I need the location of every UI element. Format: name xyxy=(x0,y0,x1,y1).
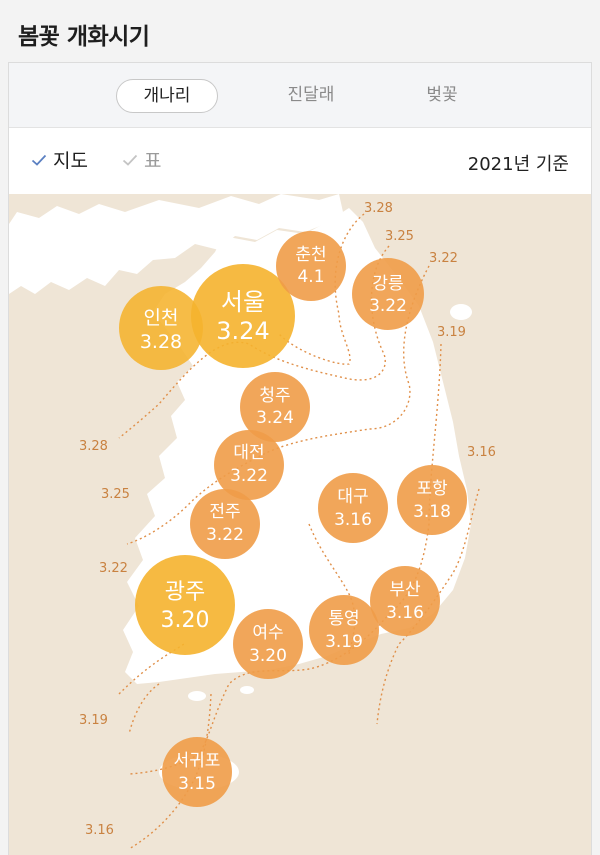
city-gangneung[interactable]: 강릉 3.22 xyxy=(352,258,424,330)
city-name: 대전 xyxy=(233,443,264,463)
island-dokdo-area xyxy=(450,304,472,320)
city-name: 강릉 xyxy=(372,274,403,294)
view-table-option[interactable]: 표 xyxy=(122,148,161,174)
city-seogwipo[interactable]: 서귀포 3.15 xyxy=(162,737,232,807)
city-date: 3.24 xyxy=(216,317,269,345)
city-cheongju[interactable]: 청주 3.24 xyxy=(240,372,310,442)
city-name: 춘천 xyxy=(295,245,326,265)
isoline-label: 3.19 xyxy=(437,325,466,340)
page-title: 봄꽃 개화시기 xyxy=(18,24,150,50)
city-date: 3.24 xyxy=(256,408,294,428)
north-landmass xyxy=(9,194,343,294)
city-date: 3.22 xyxy=(230,466,268,486)
map-svg: 3.28 3.25 3.22 3.19 3.16 3.28 3.25 3.22 … xyxy=(9,194,496,850)
island-south-2 xyxy=(240,686,254,694)
flower-tabs: 개나리 진달래 벚꽃 xyxy=(9,63,591,128)
view-table-label: 표 xyxy=(144,150,162,172)
island-south-1 xyxy=(188,691,206,701)
isoline-labels: 3.28 3.25 3.22 3.19 3.16 3.28 3.25 3.22 … xyxy=(79,201,496,838)
city-name: 서울 xyxy=(221,288,265,316)
city-yeosu[interactable]: 여수 3.20 xyxy=(233,609,303,679)
isoline-label: 3.19 xyxy=(79,713,108,728)
city-chuncheon[interactable]: 춘천 4.1 xyxy=(276,231,346,301)
city-name: 대구 xyxy=(337,487,368,507)
tab-forsythia[interactable]: 개나리 xyxy=(116,79,218,113)
city-date: 3.16 xyxy=(386,603,424,623)
city-jeonju[interactable]: 전주 3.22 xyxy=(190,489,260,559)
city-name: 여수 xyxy=(252,623,283,643)
city-name: 청주 xyxy=(259,386,290,406)
isoline-label: 3.22 xyxy=(429,251,458,266)
check-icon xyxy=(122,154,138,166)
city-daejeon[interactable]: 대전 3.22 xyxy=(214,430,284,500)
city-bubbles: 인천 3.28 서울 3.24 춘천 4.1 강릉 3.22 xyxy=(119,231,467,807)
city-date: 4.1 xyxy=(297,267,324,287)
city-name: 부산 xyxy=(389,580,421,600)
city-date: 3.22 xyxy=(206,525,244,545)
isoline-label: 3.28 xyxy=(79,439,108,454)
bloom-card: 개나리 진달래 벚꽃 지도 표 2021년 기준 xyxy=(8,62,592,855)
city-date: 3.20 xyxy=(249,646,287,666)
view-map-label: 지도 xyxy=(53,150,88,172)
isoline-label: 3.22 xyxy=(99,561,128,576)
city-daegu[interactable]: 대구 3.16 xyxy=(318,473,388,543)
city-date: 3.28 xyxy=(140,331,182,353)
city-incheon[interactable]: 인천 3.28 xyxy=(119,286,203,370)
view-map-option[interactable]: 지도 xyxy=(31,148,88,174)
city-name: 전주 xyxy=(209,502,240,522)
isoline-label: 3.16 xyxy=(467,445,496,460)
city-name: 포항 xyxy=(416,479,448,499)
city-date: 3.18 xyxy=(413,502,451,522)
check-icon xyxy=(31,154,47,166)
city-date: 3.20 xyxy=(161,608,210,633)
city-busan[interactable]: 부산 3.16 xyxy=(370,566,440,636)
city-name: 광주 xyxy=(165,580,205,605)
tab-cherry-blossom[interactable]: 벚꽃 xyxy=(426,85,458,105)
tab-azalea[interactable]: 진달래 xyxy=(287,85,335,105)
city-seoul[interactable]: 서울 3.24 xyxy=(191,264,295,368)
bloom-map: 3.28 3.25 3.22 3.19 3.16 3.28 3.25 3.22 … xyxy=(9,194,591,855)
page-header: 봄꽃 개화시기 xyxy=(0,0,600,62)
city-pohang[interactable]: 포항 3.18 xyxy=(397,465,467,535)
city-date: 3.19 xyxy=(325,632,363,652)
basis-year: 2021년 기준 xyxy=(467,154,569,175)
city-date: 3.16 xyxy=(334,510,372,530)
city-name: 서귀포 xyxy=(174,751,221,771)
city-tongyeong[interactable]: 통영 3.19 xyxy=(309,595,379,665)
isoline-label: 3.25 xyxy=(101,487,130,502)
city-name: 통영 xyxy=(328,609,359,629)
city-date: 3.15 xyxy=(178,774,216,794)
city-date: 3.22 xyxy=(369,296,407,316)
city-gwangju[interactable]: 광주 3.20 xyxy=(135,555,235,655)
isoline-label: 3.16 xyxy=(85,823,114,838)
isoline-label: 3.25 xyxy=(385,229,414,244)
city-name: 인천 xyxy=(144,307,179,329)
isoline-label: 3.28 xyxy=(364,201,393,216)
view-options: 지도 표 2021년 기준 xyxy=(9,128,591,194)
